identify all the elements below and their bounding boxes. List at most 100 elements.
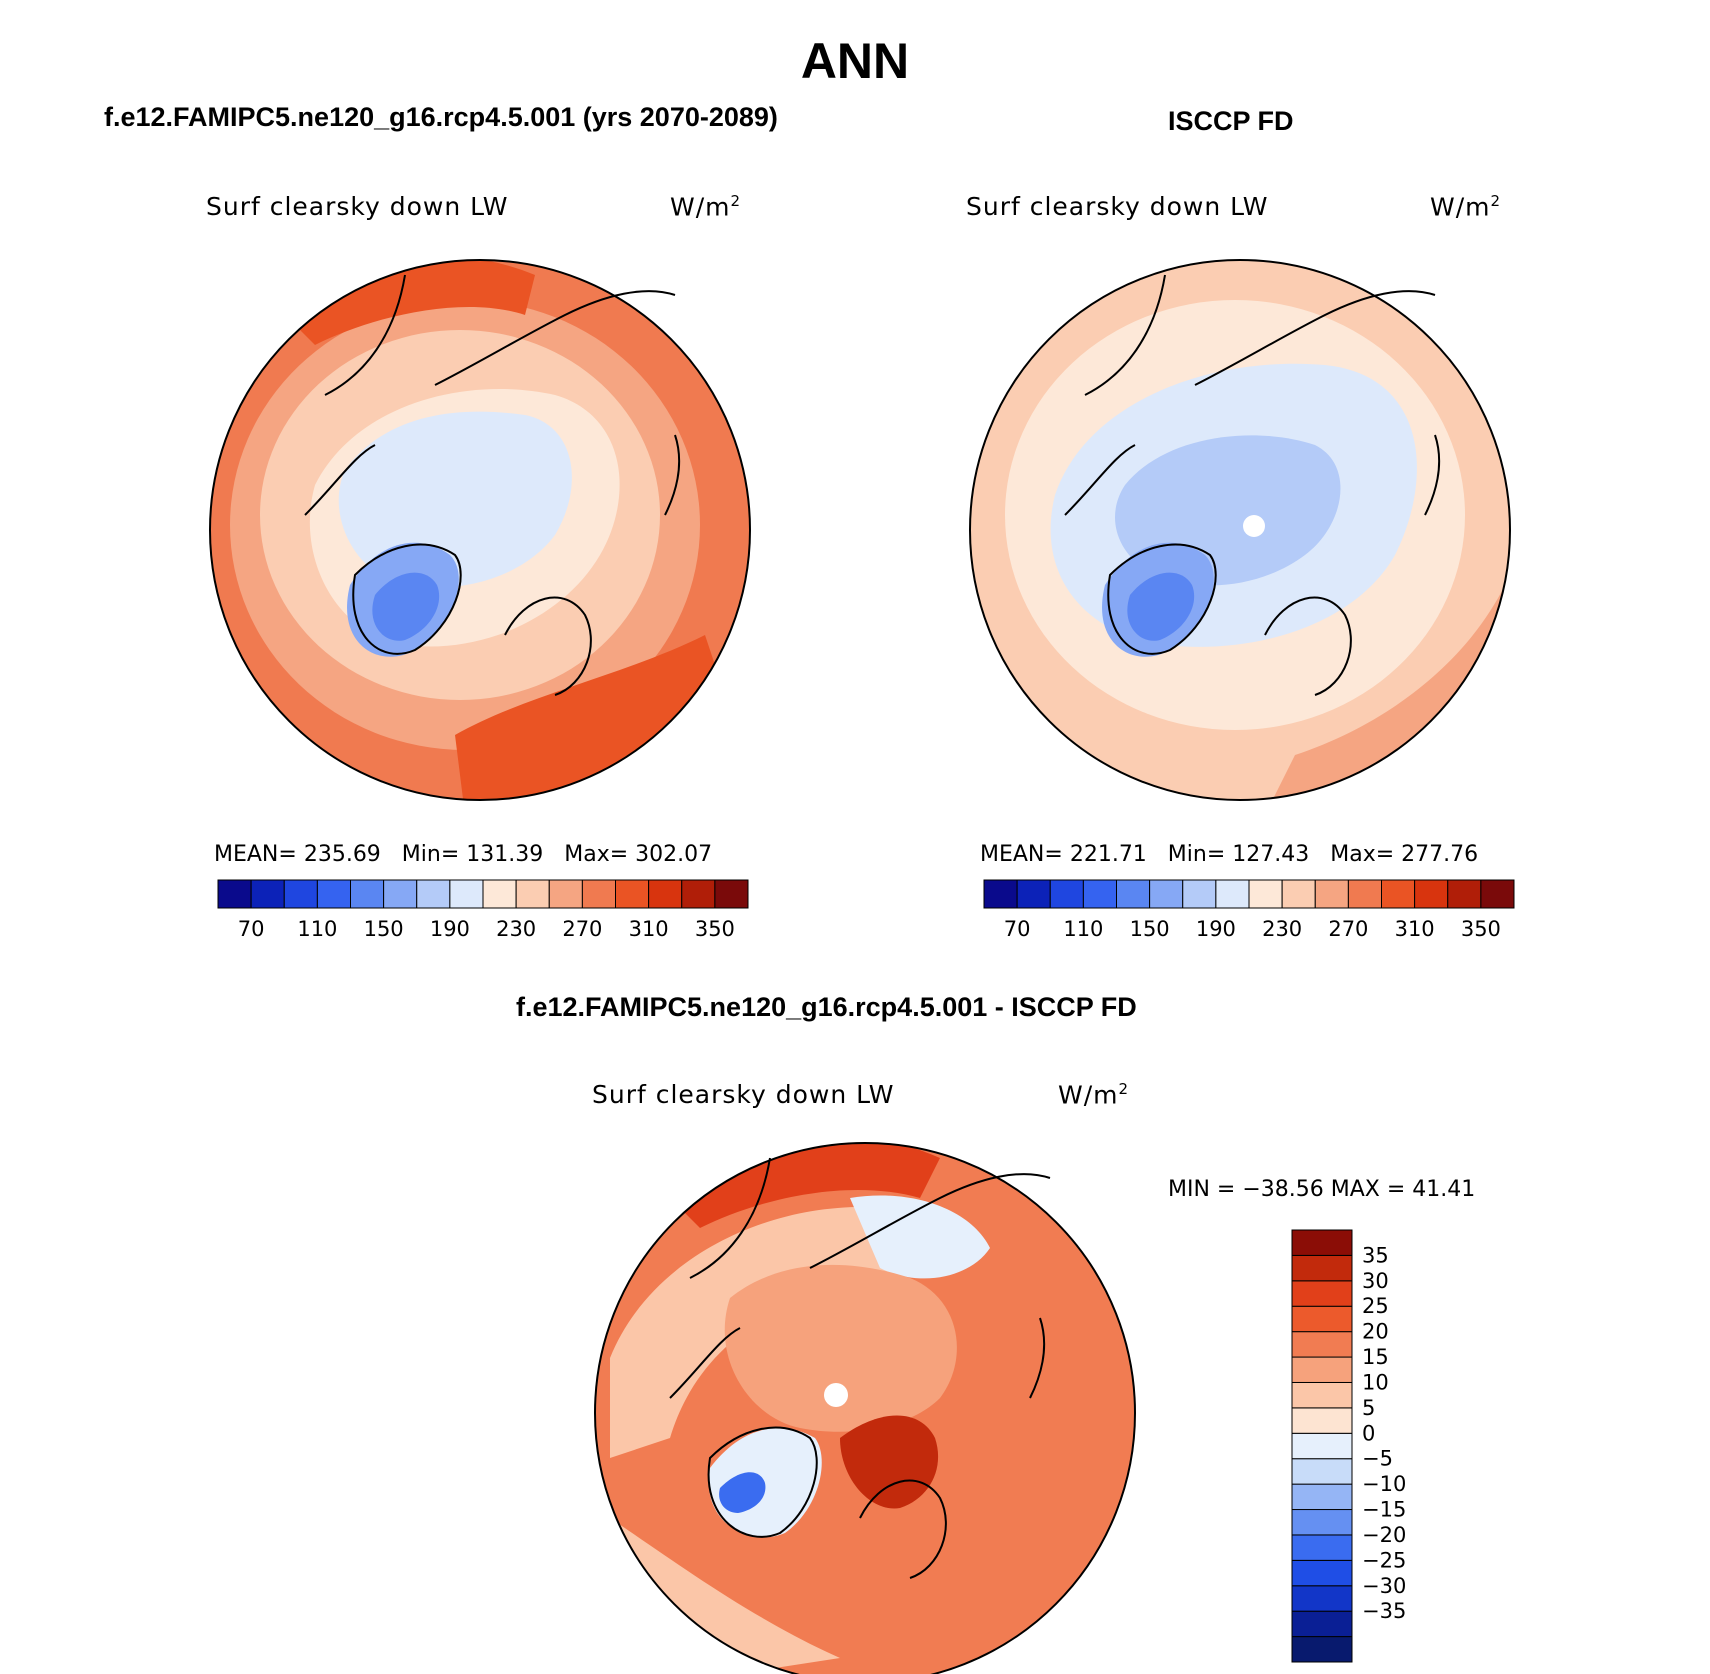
obs-colorbar-swatch bbox=[1116, 879, 1151, 909]
obs-colorbar-tick-label: 190 bbox=[1196, 917, 1236, 941]
obs-colorbar-swatch bbox=[1149, 879, 1184, 909]
model-colorbar-swatch bbox=[714, 879, 749, 909]
obs-mean-label: MEAN= bbox=[980, 842, 1063, 867]
model-colorbar-tick-label: 310 bbox=[629, 917, 669, 941]
model-coast-siberia bbox=[434, 290, 676, 386]
diff-coastlines bbox=[669, 1157, 1051, 1579]
diff-colorbar-swatch bbox=[1291, 1229, 1353, 1256]
model-units-base: W/m bbox=[670, 192, 731, 222]
diff-colorbar-tick-label: 30 bbox=[1362, 1269, 1389, 1293]
obs-colorbar-tick-label: 70 bbox=[1004, 917, 1031, 941]
diff-colorbar-swatch bbox=[1291, 1534, 1353, 1561]
diff-colorbar-swatch bbox=[1291, 1610, 1353, 1638]
obs-colorbar-tick-label: 350 bbox=[1461, 917, 1501, 941]
diff-colorbar-tick-label: −35 bbox=[1362, 1599, 1406, 1623]
model-mean-value: 235.69 bbox=[303, 842, 381, 867]
obs-colorbar: 70 110 150 190 230 270 310 350 bbox=[983, 879, 1515, 941]
diff-variable-label: Surf clearsky down LW bbox=[592, 1080, 895, 1109]
model-colorbar-swatch bbox=[316, 879, 351, 909]
diff-greenland-neg bbox=[719, 1472, 766, 1513]
model-units-exp: 2 bbox=[730, 192, 742, 210]
model-colorbar-swatch bbox=[615, 879, 650, 909]
diff-coast-scandinavia bbox=[859, 1479, 947, 1579]
diff-colorbar-swatch bbox=[1291, 1483, 1353, 1511]
diff-panel-heading: f.e12.FAMIPC5.ne120_g16.rcp4.5.001 - ISC… bbox=[516, 992, 1137, 1022]
diff-colorbar-tick-label: −25 bbox=[1362, 1548, 1406, 1572]
diff-contour-barents bbox=[840, 1415, 939, 1509]
diff-colorbar-tick-label: −30 bbox=[1362, 1574, 1406, 1598]
obs-colorbar-swatch bbox=[983, 879, 1018, 909]
model-coast-scandinavia bbox=[504, 596, 592, 696]
diff-colorbar-swatch bbox=[1291, 1559, 1353, 1587]
model-colorbar-swatch bbox=[515, 879, 550, 909]
model-colorbar-tick-label: 150 bbox=[364, 917, 404, 941]
model-min-value: 131.39 bbox=[466, 842, 544, 867]
diff-minmax: MIN = −38.56 MAX = 41.41 bbox=[1168, 1177, 1476, 1202]
model-stats: MEAN= 235.69 Min= 131.39 Max= 302.07 bbox=[214, 842, 712, 867]
diff-contour-arctic bbox=[724, 1264, 957, 1432]
obs-colorbar-swatch bbox=[1480, 879, 1515, 909]
diff-contour-north-atlantic bbox=[595, 1518, 840, 1674]
diff-colorbar-swatch bbox=[1291, 1585, 1353, 1612]
model-max-label: Max= bbox=[564, 842, 629, 867]
obs-map-boundary bbox=[969, 259, 1511, 801]
diff-colorbar-tick-label: −10 bbox=[1362, 1472, 1406, 1496]
model-greenland-150 bbox=[372, 572, 440, 641]
diff-colorbar-swatch bbox=[1291, 1254, 1353, 1282]
model-coast-canada bbox=[304, 444, 376, 516]
model-colorbar-tick-label: 350 bbox=[695, 917, 735, 941]
diff-colorbar-tick-label: 10 bbox=[1362, 1370, 1389, 1394]
obs-colorbar-swatch bbox=[1182, 879, 1217, 909]
model-min-label: Min= bbox=[401, 842, 460, 867]
obs-units-exp: 2 bbox=[1490, 192, 1502, 210]
model-colorbar-tick-label: 190 bbox=[430, 917, 470, 941]
model-colorbar-swatch bbox=[449, 879, 484, 909]
model-coast-alaska bbox=[324, 274, 406, 396]
model-colorbar-tick-label: 230 bbox=[496, 917, 536, 941]
model-coastlines bbox=[304, 274, 681, 696]
obs-mean-value: 221.71 bbox=[1069, 842, 1147, 867]
obs-colorbar-swatch bbox=[1281, 879, 1316, 909]
diff-colorbar-tick-label: 20 bbox=[1362, 1320, 1389, 1344]
obs-min-label: Min= bbox=[1167, 842, 1226, 867]
obs-colorbar-tick-label: 270 bbox=[1328, 917, 1368, 941]
diff-colorbar-swatch bbox=[1291, 1356, 1353, 1383]
obs-colorbar-swatch bbox=[1049, 879, 1084, 909]
obs-coast-greenland bbox=[1107, 543, 1217, 655]
obs-colorbar-swatch bbox=[1248, 879, 1283, 909]
diff-colorbar-swatch bbox=[1291, 1305, 1353, 1333]
diff-colorbar-tick-label: 35 bbox=[1362, 1243, 1389, 1267]
diff-colorbar-swatch bbox=[1291, 1509, 1353, 1536]
obs-coastlines bbox=[1064, 274, 1441, 696]
model-units-label: W/m2 bbox=[670, 192, 741, 221]
diff-colorbar-tick-label: −5 bbox=[1362, 1447, 1393, 1471]
model-colorbar-swatch bbox=[648, 879, 683, 909]
model-map-boundary bbox=[209, 259, 751, 801]
obs-units-label: W/m2 bbox=[1430, 192, 1501, 221]
obs-max-label: Max= bbox=[1330, 842, 1395, 867]
diff-colorbar-swatch bbox=[1291, 1407, 1353, 1434]
model-colorbar-swatch bbox=[482, 879, 517, 909]
diff-units-exp: 2 bbox=[1118, 1080, 1130, 1098]
diff-coast-greenland bbox=[707, 1426, 818, 1538]
obs-colorbar-tick-label: 310 bbox=[1395, 917, 1435, 941]
diff-coast-ural bbox=[1029, 1317, 1046, 1399]
model-colorbar-tick-label: 270 bbox=[562, 917, 602, 941]
diff-colorbar-tick-label: 0 bbox=[1362, 1421, 1375, 1445]
obs-colorbar-tick-label: 110 bbox=[1063, 917, 1103, 941]
diff-colorbar-swatch bbox=[1291, 1331, 1353, 1358]
model-colorbar-swatch bbox=[350, 879, 385, 909]
model-colorbar-swatch bbox=[217, 879, 252, 909]
diff-colorbar-swatch bbox=[1291, 1458, 1353, 1485]
obs-colorbar-swatch bbox=[1447, 879, 1482, 909]
obs-coast-alaska bbox=[1084, 274, 1166, 396]
diff-coast-siberia bbox=[809, 1173, 1051, 1269]
diff-pole-gap bbox=[824, 1383, 848, 1407]
diff-coast-alaska bbox=[689, 1157, 771, 1279]
model-colorbar-swatch bbox=[383, 879, 418, 909]
obs-pole-gap bbox=[1243, 515, 1265, 537]
obs-units-base: W/m bbox=[1430, 192, 1491, 222]
diff-polar-map bbox=[594, 1142, 1136, 1674]
obs-coast-siberia bbox=[1194, 290, 1436, 386]
model-colorbar-tick-label: 110 bbox=[297, 917, 337, 941]
